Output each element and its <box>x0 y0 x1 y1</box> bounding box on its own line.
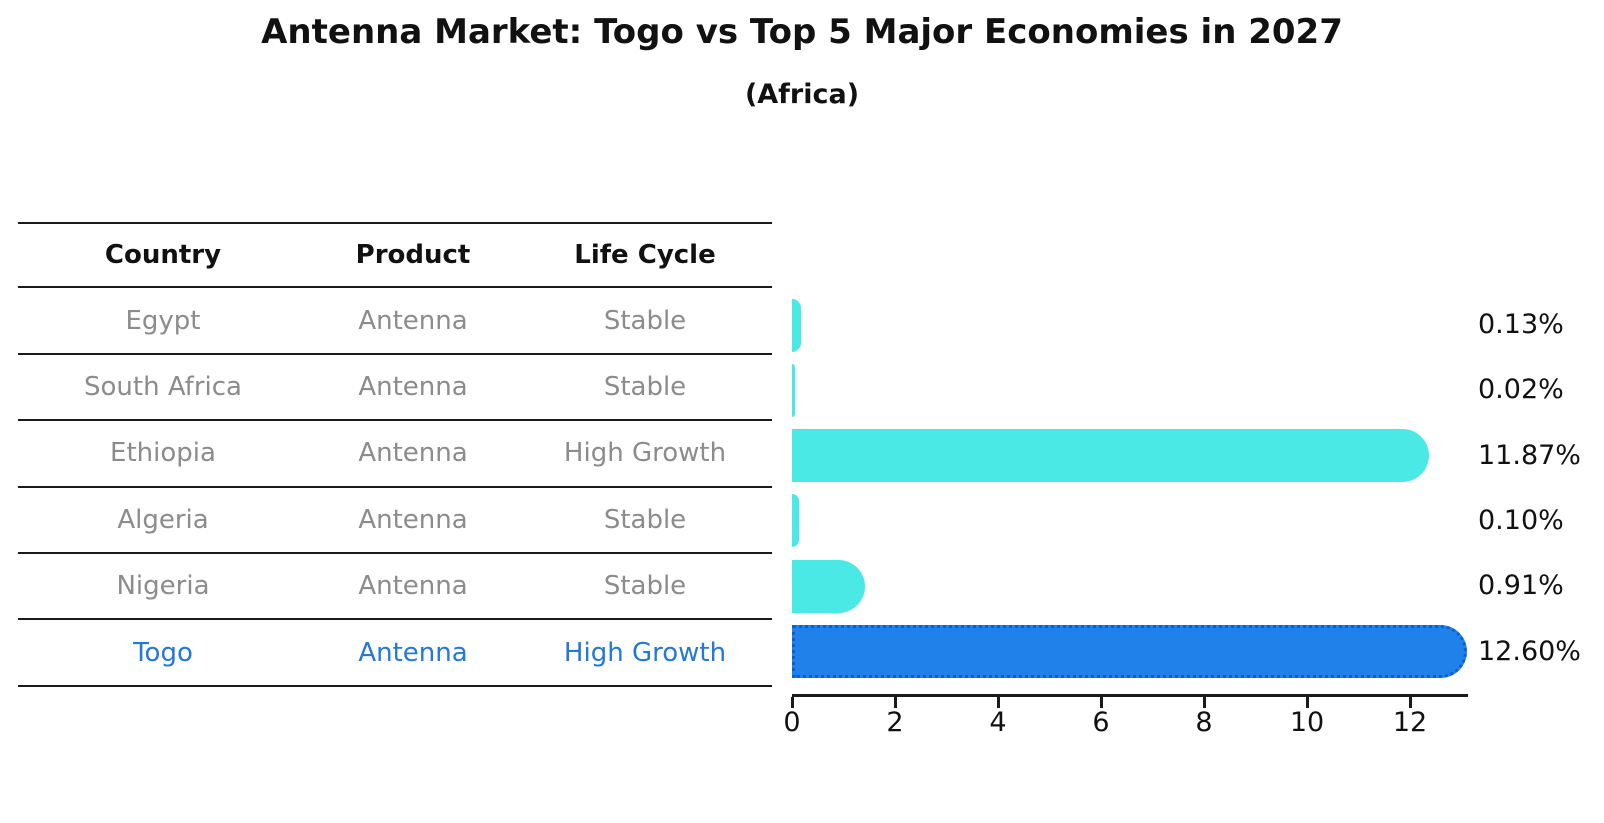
table-row-togo: Togo Antenna High Growth <box>18 620 772 687</box>
table-header-row: Country Product Life Cycle <box>18 222 772 289</box>
cell-country: Ethiopia <box>110 438 216 469</box>
table-body: Egypt Antenna Stable South Africa Antenna Sta… <box>18 288 772 687</box>
cell-life-cycle: Stable <box>603 504 687 535</box>
x-tick <box>893 697 897 708</box>
x-tick-label: 12 <box>1392 707 1428 738</box>
bar-value-label-ethiopia: 11.87% <box>1478 439 1581 471</box>
cell-product: Antenna <box>358 438 468 469</box>
cell-product: Antenna <box>358 637 468 668</box>
cell-product: Antenna <box>358 305 468 336</box>
bar-ethiopia <box>792 429 1430 483</box>
bar-nigeria <box>792 559 865 613</box>
x-tick <box>1408 697 1412 708</box>
cell-life-cycle: Stable <box>603 571 687 602</box>
col-header-country: Country <box>104 240 222 271</box>
cell-life-cycle: High Growth <box>563 637 727 668</box>
cell-product: Antenna <box>358 504 468 535</box>
cell-country: South Africa <box>84 371 242 402</box>
bar-value-label-nigeria: 0.91% <box>1478 570 1564 602</box>
chart-subtitle: (Africa) <box>744 79 860 110</box>
x-tick-label: 10 <box>1289 707 1325 738</box>
col-header-life-cycle: Life Cycle <box>574 240 716 271</box>
x-tick <box>1099 697 1103 708</box>
x-tick <box>1202 697 1206 708</box>
x-tick-label: 8 <box>1195 707 1213 738</box>
bar-value-label-togo: 12.60% <box>1478 635 1581 667</box>
x-tick-label: 6 <box>1092 707 1110 738</box>
bar-egypt <box>792 298 801 352</box>
table-row-algeria: Algeria Antenna Stable <box>18 488 772 554</box>
table-row-ethiopia: Ethiopia Antenna High Growth <box>18 421 772 488</box>
table-row-south-africa: South Africa Antenna Stable <box>18 355 772 422</box>
x-tick <box>1305 697 1309 708</box>
x-tick <box>790 697 794 708</box>
cell-country: Nigeria <box>116 571 210 602</box>
x-axis-line <box>792 694 1468 697</box>
cell-country: Togo <box>133 637 193 668</box>
country-table: Country Product Life Cycle Egypt Antenna Sta… <box>18 222 772 687</box>
x-tick-label: 2 <box>886 707 904 738</box>
table-row-nigeria: Nigeria Antenna Stable <box>18 554 772 621</box>
x-tick <box>996 697 1000 708</box>
table-row-egypt: Egypt Antenna Stable <box>18 288 772 355</box>
cell-product: Antenna <box>358 371 468 402</box>
bar-value-label-egypt: 0.13% <box>1478 309 1564 340</box>
x-tick-label: 0 <box>783 707 801 738</box>
cell-country: Egypt <box>125 305 201 336</box>
bar-value-label-south-africa: 0.02% <box>1478 374 1564 406</box>
cell-life-cycle: Stable <box>603 305 687 336</box>
bar-togo <box>792 625 1467 678</box>
chart-title: Antenna Market: Togo vs Top 5 Major Econ… <box>261 12 1343 52</box>
col-header-product: Product <box>355 240 471 271</box>
x-tick-label: 4 <box>989 707 1007 738</box>
cell-life-cycle: Stable <box>603 371 687 402</box>
bar-value-label-algeria: 0.10% <box>1478 504 1564 536</box>
bar-south-africa <box>792 363 796 417</box>
cell-product: Antenna <box>358 571 468 602</box>
bar-algeria <box>792 494 800 548</box>
cell-country: Algeria <box>117 504 209 535</box>
cell-life-cycle: High Growth <box>563 438 727 469</box>
